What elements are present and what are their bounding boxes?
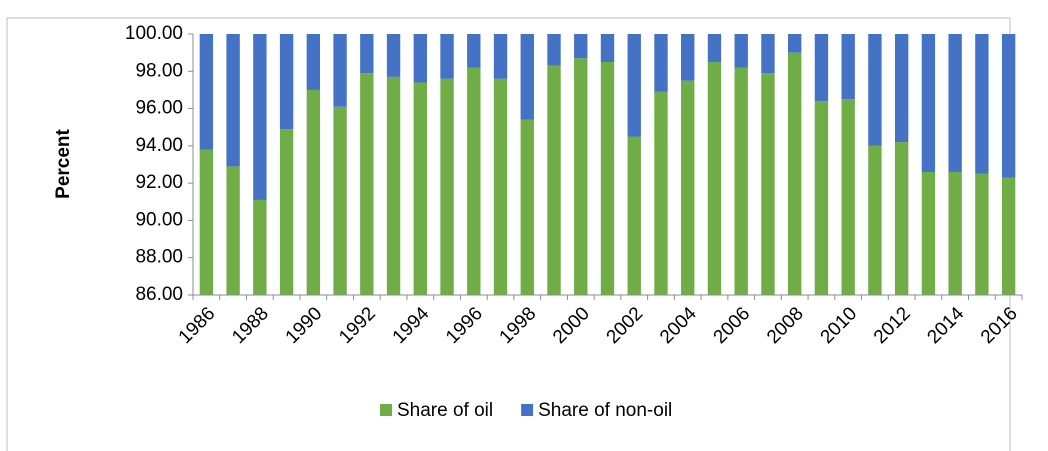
bar-segment [574, 34, 588, 59]
bar-segment [734, 67, 748, 295]
bar-segment [921, 34, 936, 172]
x-tick-label: 1994 [389, 303, 434, 348]
bar-segment [520, 119, 534, 295]
bar-segment [279, 129, 294, 295]
x-tick-label: 1996 [442, 303, 487, 348]
y-tick-label: 92.00 [135, 172, 183, 193]
bar-segment [841, 34, 855, 100]
bar-segment [306, 34, 321, 90]
x-tick-label: 2000 [549, 303, 594, 348]
bar-segment [493, 34, 508, 79]
bar-segment [386, 76, 401, 295]
x-tick-label: 2016 [977, 303, 1022, 348]
x-tick-label: 1988 [228, 303, 273, 348]
x-tick-label: 2008 [763, 303, 808, 348]
bar-segment [788, 52, 802, 296]
bar-segment [440, 78, 454, 295]
bar-segment [948, 171, 962, 295]
bar-segment [333, 34, 347, 107]
bar-segment [333, 106, 347, 295]
bar-segment [681, 34, 695, 81]
x-tick-label: 2002 [603, 303, 648, 348]
y-tick-label: 86.00 [135, 284, 183, 305]
bar-segment [360, 73, 374, 296]
bar-segment [306, 89, 321, 295]
bar-segment [761, 34, 775, 74]
y-tick-label: 96.00 [135, 98, 183, 119]
bar-segment [707, 34, 722, 62]
bar-segment [707, 61, 722, 295]
bar-segment [413, 82, 427, 295]
bar-segment [868, 34, 882, 146]
x-tick-label: 2004 [656, 303, 701, 348]
bar-segment [894, 34, 909, 143]
bar-segment [654, 34, 668, 92]
y-tick-label: 100.00 [125, 23, 183, 44]
bar-segment [547, 65, 561, 295]
bar-segment [600, 61, 615, 295]
legend-swatch [521, 404, 534, 416]
bar-segment [253, 199, 267, 295]
x-tick-label: 1998 [496, 303, 541, 348]
bar-segment [467, 67, 481, 295]
y-tick-label: 94.00 [135, 135, 183, 156]
bar-segment [493, 78, 508, 295]
x-tick-label: 2010 [817, 303, 862, 348]
y-tick-label: 98.00 [135, 60, 183, 81]
bar-segment [975, 173, 989, 295]
bar-segment [199, 149, 214, 295]
bar-segment [600, 34, 615, 62]
bar-segment [413, 34, 427, 83]
legend-swatch [380, 404, 392, 416]
bar-segment [814, 101, 829, 295]
bar-segment [627, 136, 641, 295]
bar-segment [841, 99, 855, 295]
bar-segment [921, 171, 936, 295]
bar-segment [894, 142, 909, 295]
legend-label: Share of non-oil [538, 400, 672, 421]
y-axis-title: Percent [53, 128, 74, 198]
bar-segment [199, 34, 214, 150]
x-tick-label: 2006 [710, 303, 755, 348]
x-tick-label: 1990 [282, 303, 327, 348]
bar-segment [440, 34, 454, 79]
bar-segment [654, 91, 668, 296]
bar-segment [1001, 34, 1016, 178]
bar-segment [574, 58, 588, 295]
y-tick-label: 90.00 [135, 209, 183, 230]
bar-segment [360, 34, 374, 74]
bar-segment [253, 34, 267, 200]
x-tick-label: 1986 [175, 303, 220, 348]
x-tick-label: 2012 [870, 303, 915, 348]
bar-segment [948, 34, 962, 172]
bar-segment [226, 166, 240, 295]
bar-segment [868, 145, 882, 295]
bar-segment [1001, 177, 1016, 295]
chart-frame [6, 17, 1011, 451]
x-tick-label: 2014 [923, 303, 968, 348]
legend-label: Share of oil [397, 400, 493, 421]
y-tick-label: 88.00 [135, 247, 183, 268]
bar-segment [467, 34, 481, 68]
bar-segment [547, 34, 561, 66]
bar-segment [226, 34, 240, 167]
x-tick-label: 1992 [335, 303, 380, 348]
bar-segment [814, 34, 829, 102]
bar-segment [279, 34, 294, 130]
bar-segment [627, 34, 641, 137]
bar-segment [734, 34, 748, 68]
bar-segment [975, 34, 989, 174]
bar-segment [386, 34, 401, 77]
bar-segment [788, 34, 802, 53]
bar-segment [761, 73, 775, 296]
bar-segment [520, 34, 534, 120]
bar-segment [681, 80, 695, 295]
